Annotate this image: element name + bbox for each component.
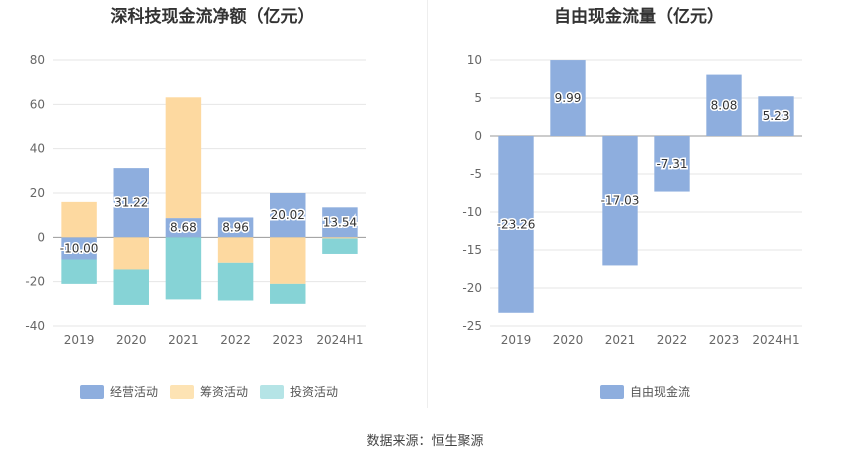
x-tick-label: 2019 [64, 333, 95, 347]
y-tick-label: 0 [474, 129, 482, 143]
bar-investing-2024H1 [322, 238, 358, 254]
data-label-operating-2021: 8.68 [170, 221, 197, 235]
bar-free_cash_flow-2021 [602, 136, 638, 266]
bar-financing-2020 [113, 237, 149, 270]
data-label-free-cash-flow-2019: -23.26 [497, 217, 536, 231]
data-label-free-cash-flow-2023: 8.08 [711, 98, 738, 112]
y-tick-label: 20 [30, 186, 45, 200]
y-tick-label: -25 [462, 319, 482, 333]
legend-item-free-cash-flow[interactable]: 自由现金流 [600, 383, 690, 400]
bar-investing-2020 [113, 269, 149, 305]
legend-swatch-operating [80, 384, 104, 399]
y-tick-label: 40 [30, 142, 45, 156]
data-label-operating-2020: 31.22 [114, 196, 148, 210]
x-tick-label: 2021 [605, 333, 636, 347]
left-chart-legend: 经营活动 筹资活动 投资活动 [80, 383, 350, 400]
y-tick-label: -15 [462, 243, 482, 257]
free-cash-flow-chart: -25 -20 -15 -10 -5 0 5 10 -23.26 2019 9.99 2020 -17.… [462, 53, 802, 347]
legend-item-investing[interactable]: 投资活动 [260, 383, 338, 400]
data-label-free-cash-flow-2022: -7.31 [656, 157, 687, 171]
data-label-operating-2022: 8.96 [222, 220, 249, 234]
bar-financing-2019 [61, 201, 97, 238]
y-tick-label: -5 [470, 167, 482, 181]
bar-free_cash_flow-2020 [550, 60, 586, 136]
x-tick-label: 2020 [116, 333, 147, 347]
y-tick-label: 10 [467, 53, 482, 67]
x-tick-label: 2021 [168, 333, 199, 347]
x-tick-label: 2023 [272, 333, 303, 347]
y-tick-label: -10 [462, 205, 482, 219]
bar-investing-2023 [270, 283, 306, 304]
y-tick-label: 0 [37, 230, 45, 244]
data-label-free-cash-flow-2021: -17.03 [601, 194, 640, 208]
y-tick-label: 80 [30, 53, 45, 67]
bar-operating-2022 [217, 217, 254, 238]
bar-financing-2022 [217, 237, 254, 263]
data-label-operating-2019: -10.00 [60, 241, 99, 255]
bar-financing-2024H1 [322, 237, 358, 239]
x-tick-label: 2019 [501, 333, 532, 347]
legend-label-investing: 投资活动 [290, 385, 339, 399]
legend-item-operating[interactable]: 经营活动 [80, 383, 158, 400]
y-tick-label: 60 [30, 97, 45, 111]
legend-swatch-investing [260, 384, 285, 399]
bar-operating-2021 [165, 218, 202, 238]
data-label-operating-2024H1: 13.54 [323, 215, 357, 229]
bar-free_cash_flow-2022 [654, 136, 690, 192]
x-tick-label: 2024H1 [316, 333, 363, 347]
chart-divider [427, 0, 428, 408]
bar-free_cash_flow-2024H1 [758, 96, 794, 136]
x-tick-label: 2024H1 [752, 333, 799, 347]
x-tick-label: 2023 [709, 333, 740, 347]
bar-investing-2022 [217, 262, 254, 301]
right-chart-legend: 自由现金流 [600, 383, 702, 400]
left-chart-title: 深科技现金流净额（亿元） [110, 7, 315, 27]
right-chart-title: 自由现金流量（亿元） [554, 7, 724, 27]
y-tick-label: 5 [474, 91, 482, 105]
x-tick-label: 2022 [657, 333, 688, 347]
legend-item-financing[interactable]: 筹资活动 [170, 383, 248, 400]
x-tick-label: 2022 [220, 333, 251, 347]
bar-financing-2021 [165, 97, 202, 219]
legend-label-financing: 筹资活动 [200, 385, 249, 399]
bar-investing-2021 [165, 237, 202, 300]
data-label-free-cash-flow-2020: 9.99 [555, 91, 582, 105]
legend-label-free-cash-flow: 自由现金流 [630, 385, 691, 399]
y-tick-label: -20 [25, 275, 45, 289]
bar-free_cash_flow-2019 [498, 136, 534, 313]
bar-financing-2023 [270, 237, 306, 284]
x-tick-label: 2020 [553, 333, 584, 347]
bar-operating-2019 [61, 237, 97, 260]
cash-flow-net-chart: -40 -20 0 20 40 60 80 -10.00 2019 31.22 2020 8.68 20… [25, 53, 366, 347]
legend-swatch-free-cash-flow [600, 384, 624, 399]
legend-swatch-financing [170, 384, 195, 399]
data-label-operating-2023: 20.02 [271, 208, 305, 222]
bar-free_cash_flow-2023 [706, 74, 742, 136]
bar-operating-2020 [113, 168, 149, 238]
data-source-note: 数据来源：恒生聚源 [366, 434, 484, 449]
bar-operating-2024H1 [322, 207, 358, 238]
bar-investing-2019 [61, 259, 97, 284]
data-label-free-cash-flow-2024H1: 5.23 [763, 109, 790, 123]
y-tick-label: -20 [462, 281, 482, 295]
legend-label-operating: 经营活动 [110, 385, 159, 399]
bar-operating-2023 [270, 192, 306, 238]
y-tick-label: -40 [25, 319, 45, 333]
